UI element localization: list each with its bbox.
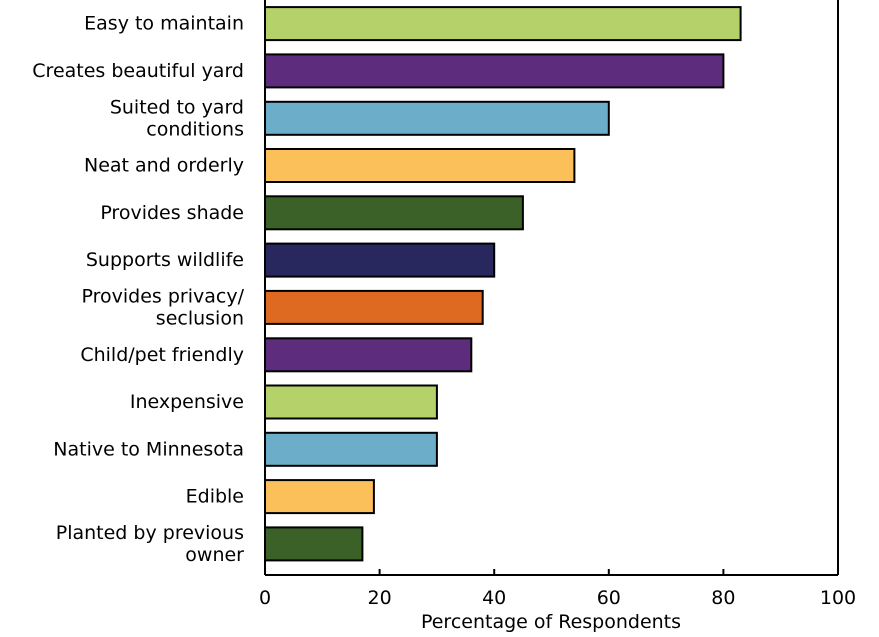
category-label-line: Planted by previous (56, 522, 244, 544)
category-label-line: Neat and orderly (84, 155, 244, 177)
category-label: Supports wildlife (86, 249, 244, 271)
category-label: Child/pet friendly (80, 344, 244, 366)
category-label-line: seclusion (156, 307, 244, 329)
category-label: Native to Minnesota (53, 438, 244, 460)
bar (264, 431, 438, 467)
category-label: Inexpensive (130, 391, 244, 413)
bar (264, 242, 496, 278)
bar (264, 337, 473, 373)
category-label: Planted by previous owner (56, 522, 244, 566)
bar (264, 384, 438, 420)
category-label: Easy to maintain (84, 13, 244, 35)
bar (264, 289, 484, 325)
category-label-line: Child/pet friendly (80, 344, 244, 366)
x-tick-label: 20 (368, 587, 392, 609)
category-label-line: Provides shade (100, 202, 244, 224)
bar (264, 479, 375, 515)
category-label-line: owner (185, 544, 244, 566)
bar (264, 100, 610, 136)
bar (264, 195, 524, 231)
category-label-line: Suited to yard (110, 96, 244, 118)
x-tick-label: 80 (711, 587, 735, 609)
category-label-line: Native to Minnesota (53, 438, 244, 460)
category-label: Provides shade (100, 202, 244, 224)
category-label-line: Creates beautiful yard (32, 60, 244, 82)
x-tick-label: 100 (820, 587, 856, 609)
category-label-line: Inexpensive (130, 391, 244, 413)
category-label: Neat and orderly (84, 155, 244, 177)
x-tick-label: 60 (597, 587, 621, 609)
category-label-line: Provides privacy/ (82, 285, 245, 307)
x-tick-label: 40 (482, 587, 506, 609)
category-label-line: conditions (146, 118, 244, 140)
category-label: Suited to yard conditions (110, 96, 244, 140)
bar (264, 148, 576, 183)
bar (264, 53, 725, 89)
category-label-line: Supports wildlife (86, 249, 244, 271)
category-label: Edible (186, 486, 244, 508)
category-label-line: Edible (186, 486, 244, 508)
bar (264, 526, 364, 562)
x-tick-label: 0 (259, 587, 271, 609)
category-labels: Easy to maintain Creates beautiful yard Su… (32, 13, 244, 566)
category-label-line: Easy to maintain (84, 13, 244, 35)
x-ticks: 0 20 40 60 80 100 (259, 569, 856, 609)
category-label: Creates beautiful yard (32, 60, 244, 82)
category-label: Provides privacy/seclusion (82, 285, 245, 329)
bars-group (264, 6, 742, 562)
x-axis-title: Percentage of Respondents (421, 611, 681, 633)
bar (264, 6, 742, 42)
